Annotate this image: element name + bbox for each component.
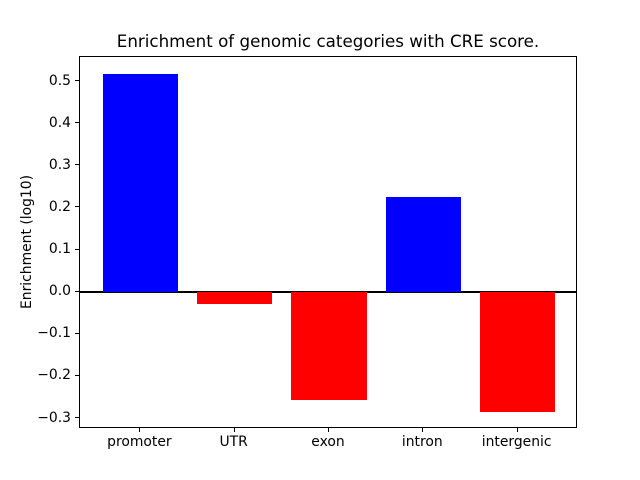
x-tick-exon (328, 428, 329, 432)
x-tick-label-UTR: UTR (219, 434, 248, 450)
y-tick-label-0.4: 0.4 (48, 114, 71, 131)
y-tick-0.2 (75, 206, 79, 208)
y-tick-0.3 (75, 164, 79, 166)
y-tick-−0.2 (75, 374, 79, 376)
y-tick-label-0.2: 0.2 (48, 198, 71, 215)
x-tick-label-promoter: promoter (107, 434, 172, 450)
y-tick-0.4 (75, 122, 79, 124)
y-axis-label: Enrichment (log10) (19, 174, 35, 310)
y-tick-0.1 (75, 248, 79, 250)
y-tick-0.0 (75, 290, 79, 292)
y-tick-label-0.1: 0.1 (48, 241, 71, 258)
bar-intergenic (479, 291, 556, 413)
y-tick-0.5 (75, 80, 79, 81)
x-tick-intron (422, 428, 424, 432)
y-tick-label-−0.1: −0.1 (37, 325, 71, 342)
x-tick-intergenic (516, 428, 518, 432)
y-tick-label-−0.3: −0.3 (37, 409, 71, 426)
x-tick-promoter (139, 428, 141, 432)
bar-promoter (102, 73, 179, 292)
bar-exon (291, 291, 367, 401)
chart-title: Enrichment of genomic categories with CR… (116, 31, 540, 51)
x-tick-label-exon: exon (311, 434, 345, 450)
y-tick-label-0.3: 0.3 (48, 156, 71, 173)
x-tick-label-intron: intron (401, 434, 443, 450)
y-tick-−0.1 (75, 332, 79, 334)
x-tick-UTR (233, 428, 235, 432)
plot-area (79, 56, 577, 428)
bar-intron (385, 197, 462, 292)
y-tick-label-0.0: 0.0 (48, 283, 71, 300)
y-tick-−0.3 (75, 417, 79, 419)
y-tick-label-0.5: 0.5 (48, 72, 71, 89)
bar-UTR (196, 291, 273, 304)
y-tick-label-−0.2: −0.2 (37, 367, 71, 384)
x-tick-label-intergenic: intergenic (481, 434, 552, 450)
